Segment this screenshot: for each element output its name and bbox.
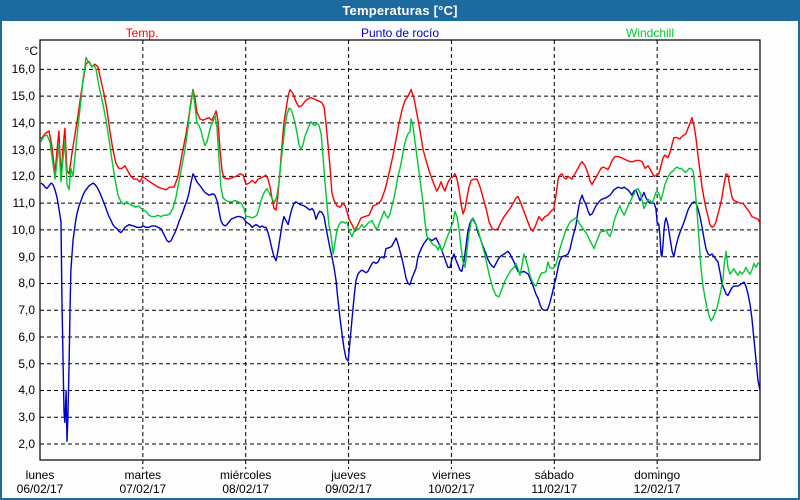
x-axis-date: 11/02/17 [531,482,578,496]
y-tick-label: 5,0 [18,356,35,371]
legend-windchill: Windchill [625,26,675,40]
y-tick-label: 15,0 [11,89,35,104]
y-tick-label: 11,0 [12,196,35,211]
x-axis-day-name: domingo [634,468,681,482]
series-windchill-line [40,56,761,322]
x-axis-day-name: lunes [25,468,55,482]
title-bar: Temperaturas [°C] [0,0,800,21]
x-axis-day-name: viernes [432,468,471,482]
window-title: Temperaturas [°C] [342,3,458,18]
series-temp-line [40,60,761,233]
plot-border [39,39,761,461]
y-tick-label: 14,0 [11,115,35,130]
x-axis-date: 12/02/17 [633,482,681,496]
series-dew-point-line [40,173,761,442]
y-tick-label: 6,0 [18,329,35,344]
y-tick-label: 2,0 [18,436,35,451]
x-axis-date: 06/02/17 [16,482,64,496]
y-axis-unit: °C [24,44,38,58]
y-tick-label: 10,0 [11,222,35,237]
y-tick-label: 16,0 [11,62,35,77]
x-axis-day-name: martes [124,468,162,482]
legend-temp: Temp. [125,26,159,40]
x-axis-day-name: sábado [534,468,574,482]
x-axis-day-name: jueves [331,468,366,482]
x-axis-date: 08/02/17 [222,482,270,496]
x-axis-date: 09/02/17 [325,482,372,496]
y-tick-label: 4,0 [18,383,35,398]
y-tick-label: 9,0 [18,249,35,264]
y-tick-label: 7,0 [18,303,35,318]
x-axis-date: 07/02/17 [119,482,167,496]
x-axis-day-name: miércoles [220,468,272,482]
legend-dew-point: Punto de rocío [360,26,440,40]
y-tick-label: 13,0 [11,142,35,157]
y-tick-label: 8,0 [18,276,35,291]
x-axis-date: 10/02/17 [428,482,475,496]
y-tick-label: 3,0 [18,410,35,425]
y-tick-label: 12,0 [11,169,35,184]
